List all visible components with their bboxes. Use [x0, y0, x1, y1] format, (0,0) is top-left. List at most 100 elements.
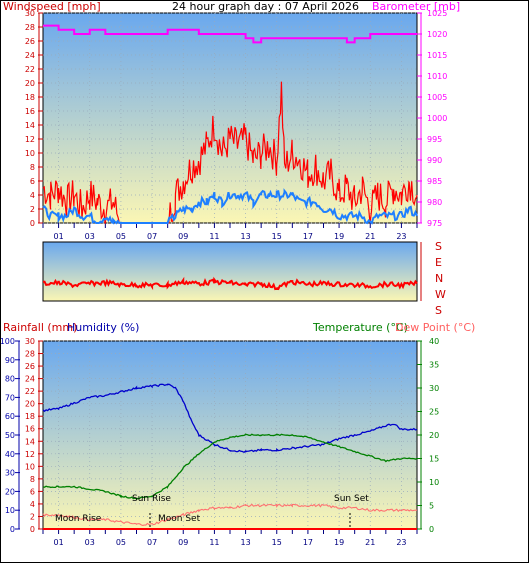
- barometer-tick-label: 1020: [427, 30, 447, 39]
- wind-tick-label: 30: [25, 9, 35, 18]
- humidity-axis-title: Humidity (%): [67, 321, 139, 334]
- wind-average-line: [42, 188, 418, 225]
- rain-tick-label: 28: [25, 350, 35, 359]
- rain-tick-label: 14: [25, 437, 35, 446]
- direction-label-s-bottom: S: [435, 304, 442, 317]
- rain-tick-label: 18: [25, 412, 35, 421]
- wind-tick-label: 26: [25, 37, 35, 46]
- humidity-tick-label: 90: [5, 356, 15, 365]
- temp-tick-label: 5: [429, 502, 434, 511]
- humidity-tick-label: 20: [5, 487, 15, 496]
- barometer-tick-label: 1005: [427, 93, 447, 102]
- wind-tick-label: 10: [25, 149, 35, 158]
- climate-x-tick-label: 01: [53, 538, 63, 547]
- climate-x-tick-label: 15: [272, 538, 282, 547]
- humidity-tick-label: 0: [10, 525, 15, 534]
- humidity-tick-label: 30: [5, 469, 15, 478]
- climate-x-tick-label: 23: [396, 538, 406, 547]
- wind-tick-label: 28: [25, 23, 35, 32]
- barometer-tick-label: 1025: [427, 9, 447, 18]
- rain-tick-label: 30: [25, 337, 35, 346]
- temperature-line: [42, 433, 418, 501]
- climate-x-tick-label: 09: [178, 538, 188, 547]
- humidity-tick-label: 50: [5, 431, 15, 440]
- rain-tick-label: 0: [30, 525, 35, 534]
- barometer-tick-label: 990: [427, 156, 442, 165]
- direction-label-e: E: [435, 256, 442, 269]
- humidity-tick-label: 70: [5, 393, 15, 402]
- wind-tick-label: 14: [25, 121, 35, 130]
- chart-title: 24 hour graph day : 07 April 2026: [172, 1, 359, 13]
- wind-tick-label: 2: [30, 205, 35, 214]
- climate-x-tick-label: 11: [209, 538, 219, 547]
- climate-x-tick-label: 05: [116, 538, 126, 547]
- direction-label-w: W: [435, 288, 446, 301]
- humidity-tick-label: 80: [5, 375, 15, 384]
- wind-tick-label: 0: [30, 219, 35, 228]
- climate-x-tick-label: 17: [303, 538, 313, 547]
- wind-x-tick-label: 05: [116, 232, 126, 241]
- barometer-tick-label: 1010: [427, 72, 447, 81]
- rain-tick-label: 6: [30, 487, 35, 496]
- rain-tick-label: 10: [25, 462, 35, 471]
- wind-tick-label: 22: [25, 65, 35, 74]
- wind-tick-label: 12: [25, 135, 35, 144]
- rainfall-axis-title: Rainfall (mm): [3, 321, 77, 334]
- climate-x-tick-label: 19: [334, 538, 344, 547]
- moon-rise-label: Moon Rise: [55, 514, 102, 524]
- dewpoint-axis-title: Dew Point (°C): [395, 321, 475, 334]
- barometer-tick-label: 985: [427, 177, 442, 186]
- rain-tick-label: 4: [30, 500, 35, 509]
- rain-tick-label: 22: [25, 387, 35, 396]
- climate-x-tick-label: 03: [85, 538, 95, 547]
- direction-label-n: N: [435, 272, 443, 285]
- wind-plot-area: [42, 12, 418, 224]
- wind-x-tick-label: 21: [365, 232, 375, 241]
- wind-tick-label: 8: [30, 163, 35, 172]
- wind-tick-label: 20: [25, 79, 35, 88]
- temp-tick-label: 40: [429, 337, 439, 346]
- climate-x-tick-label: 07: [147, 538, 157, 547]
- wind-direction-line: [42, 276, 418, 291]
- moon-set-label: Moon Set: [158, 514, 201, 524]
- direction-plot-area: [42, 241, 418, 302]
- rain-tick-label: 16: [25, 425, 35, 434]
- barometer-line: [43, 24, 417, 44]
- temp-tick-label: 0: [429, 525, 434, 534]
- rain-tick-label: 20: [25, 400, 35, 409]
- barometer-tick-label: 980: [427, 198, 442, 207]
- temperature-axis-title: Temperature (°C): [312, 321, 408, 334]
- humidity-tick-label: 10: [5, 506, 15, 515]
- series-layer: [42, 24, 418, 530]
- temp-tick-label: 35: [429, 361, 439, 370]
- rain-tick-label: 26: [25, 362, 35, 371]
- grid-lines: [43, 12, 417, 530]
- temp-tick-label: 20: [429, 431, 439, 440]
- dewpoint-line: [42, 503, 418, 527]
- sun-rise-label: Sun Rise: [132, 494, 171, 504]
- wind-x-tick-label: 03: [85, 232, 95, 241]
- wind-x-tick-label: 07: [147, 232, 157, 241]
- humidity-line: [42, 383, 418, 454]
- sun-set-label: Sun Set: [334, 494, 369, 504]
- wind-x-tick-label: 15: [272, 232, 282, 241]
- wind-x-tick-label: 19: [334, 232, 344, 241]
- wind-gust-line: [42, 81, 418, 224]
- rain-tick-label: 12: [25, 450, 35, 459]
- humidity-tick-label: 60: [5, 412, 15, 421]
- temp-tick-label: 30: [429, 384, 439, 393]
- wind-x-tick-label: 01: [53, 232, 63, 241]
- wind-x-tick-label: 13: [240, 232, 250, 241]
- rain-tick-label: 8: [30, 475, 35, 484]
- wind-tick-label: 24: [25, 51, 35, 60]
- barometer-tick-label: 995: [427, 135, 442, 144]
- wind-x-tick-label: 17: [303, 232, 313, 241]
- axes: 0246810121416182022242628309759809859909…: [1, 9, 447, 547]
- wind-tick-label: 16: [25, 107, 35, 116]
- windspeed-axis-title: Windspeed [mph]: [3, 1, 101, 13]
- wind-tick-label: 6: [30, 177, 35, 186]
- temp-tick-label: 10: [429, 478, 439, 487]
- barometer-tick-label: 1015: [427, 51, 447, 60]
